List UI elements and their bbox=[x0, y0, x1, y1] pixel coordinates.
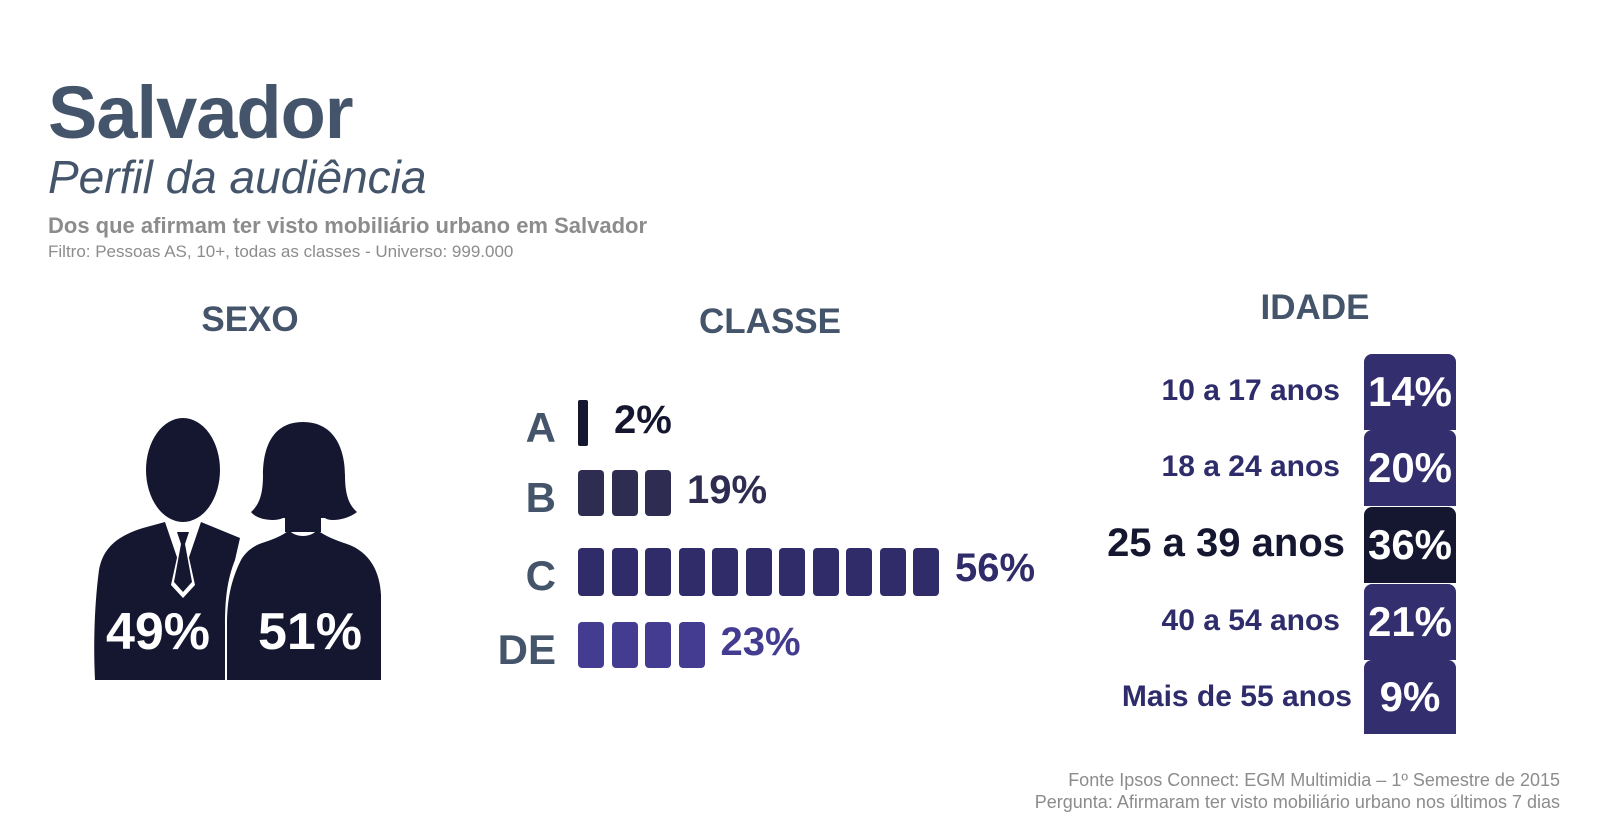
classe-bar-segment bbox=[645, 548, 671, 596]
classe-label-a: A bbox=[525, 404, 556, 451]
classe-bar-segment bbox=[678, 548, 705, 596]
idade-label: 40 a 54 anos bbox=[1161, 604, 1340, 637]
section-title-sexo: SEXO bbox=[201, 300, 299, 339]
classe-bar-segment bbox=[678, 622, 705, 668]
classe-bar-segment bbox=[611, 470, 638, 516]
classe-bar-segment bbox=[578, 622, 604, 668]
sexo-figures bbox=[94, 418, 381, 680]
sexo-male-value: 49% bbox=[105, 603, 211, 661]
classe-bar-segment bbox=[578, 400, 588, 446]
classe-bar-segment bbox=[879, 548, 906, 596]
classe-bar-segment bbox=[779, 548, 805, 596]
audience-description: Dos que afirmam ter visto mobiliário urb… bbox=[48, 213, 648, 238]
source-note: Fonte Ipsos Connect: EGM Multimidia – 1º… bbox=[1068, 770, 1560, 790]
classe-bar-segment bbox=[578, 470, 604, 516]
section-title-idade: IDADE bbox=[1260, 288, 1370, 327]
filter-note: Filtro: Pessoas AS, 10+, todas as classe… bbox=[48, 242, 514, 261]
classe-bar-segment bbox=[611, 548, 638, 596]
page-title: Salvador bbox=[48, 71, 354, 154]
classe-bar-segment bbox=[913, 548, 939, 596]
idade-label: 25 a 39 anos bbox=[1107, 521, 1345, 565]
classe-bar-segment bbox=[611, 622, 638, 668]
classe-value-de: 23% bbox=[720, 620, 801, 664]
man-silhouette-icon bbox=[94, 418, 240, 680]
section-title-classe: CLASSE bbox=[699, 302, 841, 341]
idade-value-box: 36% bbox=[1364, 507, 1456, 583]
sexo-chart: 49% 51% bbox=[85, 410, 405, 700]
classe-label-b: B bbox=[525, 474, 556, 521]
classe-bar-segment bbox=[846, 548, 872, 596]
sexo-female-value: 51% bbox=[257, 603, 363, 661]
classe-label-de: DE bbox=[497, 626, 556, 673]
idade-label: Mais de 55 anos bbox=[1121, 680, 1352, 713]
classe-bar-segment bbox=[812, 548, 839, 596]
page-subtitle: Perfil da audiência bbox=[48, 151, 427, 203]
idade-value-box: 14% bbox=[1364, 354, 1456, 430]
idade-label: 18 a 24 anos bbox=[1161, 450, 1340, 483]
classe-label-c: C bbox=[525, 552, 556, 599]
idade-value-box: 20% bbox=[1364, 430, 1456, 506]
classe-bar-segment bbox=[745, 548, 772, 596]
classe-chart: A 2% B 19% C 56% DE 23% bbox=[497, 398, 1036, 673]
classe-bar-segment bbox=[578, 548, 604, 596]
question-note: Pergunta: Afirmaram ter visto mobiliário… bbox=[1034, 792, 1560, 812]
classe-bar-segment bbox=[712, 548, 738, 596]
classe-bar-segment bbox=[645, 470, 671, 516]
classe-value-a: 2% bbox=[614, 398, 672, 442]
idade-label: 10 a 17 anos bbox=[1161, 374, 1340, 407]
idade-value-box: 21% bbox=[1364, 584, 1456, 660]
classe-value-c: 56% bbox=[955, 546, 1036, 590]
idade-value-box: 9% bbox=[1364, 660, 1456, 734]
woman-silhouette-icon bbox=[227, 422, 381, 680]
classe-value-b: 19% bbox=[687, 468, 768, 512]
classe-bar-segment bbox=[645, 622, 671, 668]
idade-chart: 10 a 17 anos 14% 18 a 24 anos 20% 25 a 39 an… bbox=[1107, 354, 1456, 734]
